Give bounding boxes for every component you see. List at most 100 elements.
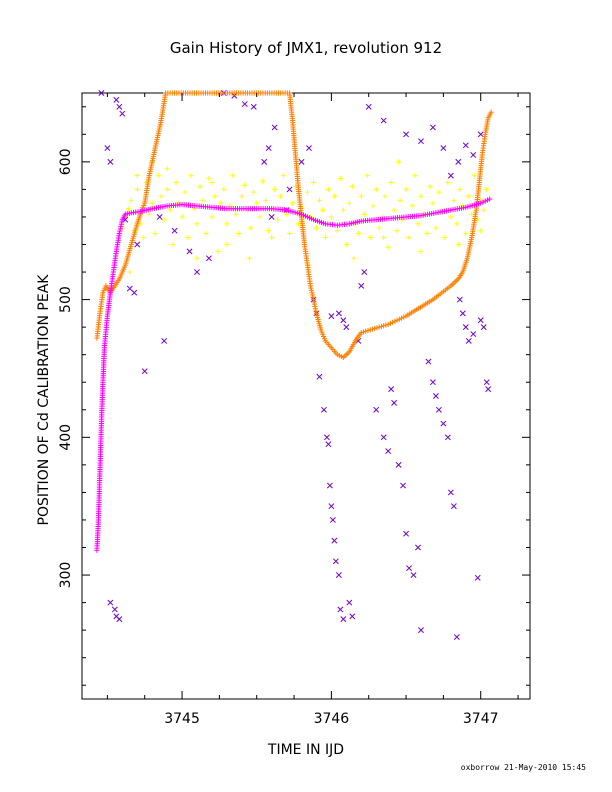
data-point xyxy=(149,200,155,206)
data-point xyxy=(450,503,457,510)
data-point xyxy=(209,179,215,186)
data-point xyxy=(325,441,332,448)
data-point xyxy=(385,321,391,327)
data-point xyxy=(358,193,364,199)
data-point xyxy=(271,124,278,131)
data-point xyxy=(447,172,454,179)
data-point xyxy=(373,186,379,193)
data-point xyxy=(304,189,311,195)
data-point xyxy=(295,221,302,227)
data-point xyxy=(158,193,164,199)
data-point xyxy=(334,228,340,234)
data-point xyxy=(343,324,350,331)
data-point xyxy=(134,186,140,193)
data-point xyxy=(477,131,484,138)
data-point xyxy=(191,206,197,212)
data-point xyxy=(380,117,387,124)
data-point xyxy=(418,248,424,254)
data-point xyxy=(403,131,410,138)
data-point xyxy=(381,235,387,241)
data-point xyxy=(424,230,430,237)
data-point xyxy=(281,173,287,179)
data-point xyxy=(418,138,424,145)
data-point xyxy=(331,193,337,199)
data-point xyxy=(466,193,472,199)
data-point xyxy=(397,197,403,204)
data-point xyxy=(361,269,368,275)
data-point xyxy=(390,319,396,325)
data-point xyxy=(185,235,191,241)
x-axis-label: TIME IN IJD xyxy=(267,742,344,758)
data-point xyxy=(418,193,424,199)
data-point xyxy=(164,166,170,172)
data-point xyxy=(470,152,477,158)
data-point xyxy=(167,207,173,213)
data-point xyxy=(406,565,412,572)
data-point xyxy=(221,186,227,193)
data-point xyxy=(369,326,376,332)
data-point xyxy=(376,225,382,231)
data-point xyxy=(451,197,457,204)
data-point xyxy=(382,193,388,199)
data-point xyxy=(310,179,317,186)
data-point xyxy=(388,179,394,186)
data-point xyxy=(410,572,417,578)
data-point xyxy=(278,193,284,199)
data-point xyxy=(427,184,433,190)
data-point xyxy=(401,314,407,320)
data-point xyxy=(477,317,484,324)
data-point xyxy=(242,182,248,188)
data-point xyxy=(484,186,490,193)
data-point xyxy=(119,110,126,117)
data-point xyxy=(453,634,460,640)
data-point xyxy=(472,173,478,179)
data-point xyxy=(376,324,382,330)
data-point xyxy=(171,227,178,234)
data-point xyxy=(141,368,148,375)
data-point xyxy=(328,214,334,220)
data-point xyxy=(164,186,170,193)
data-point xyxy=(394,317,400,323)
data-point xyxy=(442,235,448,241)
data-point xyxy=(425,358,432,365)
y-axis-label: POSITION OF Cd CALIBRATION PEAK xyxy=(36,274,52,526)
data-point xyxy=(186,248,193,255)
data-point xyxy=(337,175,343,181)
data-point xyxy=(146,211,152,217)
data-point xyxy=(230,173,236,179)
data-point xyxy=(329,517,336,523)
data-point xyxy=(325,186,331,193)
data-point xyxy=(457,186,463,193)
data-point xyxy=(246,255,252,261)
data-point xyxy=(323,434,330,441)
data-point xyxy=(272,186,278,193)
data-point xyxy=(380,434,387,441)
data-point xyxy=(346,599,353,606)
data-point xyxy=(224,221,230,227)
data-point xyxy=(335,310,342,317)
data-point xyxy=(430,200,436,206)
data-point xyxy=(364,173,370,179)
data-point xyxy=(445,179,451,186)
data-point xyxy=(340,317,347,324)
axis-ticks: 3745 3746 3747 300 400 500 600 xyxy=(58,93,530,727)
y-tick-label: 400 xyxy=(58,424,74,451)
data-point xyxy=(269,235,275,241)
data-point xyxy=(205,255,212,262)
y-tick-label: 600 xyxy=(58,148,74,175)
data-point xyxy=(188,173,194,179)
data-point xyxy=(465,337,472,344)
data-point xyxy=(113,96,120,103)
data-point xyxy=(218,200,224,206)
data-point xyxy=(98,90,105,96)
data-point xyxy=(161,337,168,344)
data-point xyxy=(398,315,405,321)
x-tick-label: 3747 xyxy=(463,711,499,727)
data-point xyxy=(462,324,469,331)
data-point xyxy=(433,225,439,231)
data-point xyxy=(432,393,439,399)
data-point xyxy=(131,289,138,296)
data-point xyxy=(429,379,436,386)
data-point xyxy=(388,386,395,393)
data-point xyxy=(292,184,299,190)
